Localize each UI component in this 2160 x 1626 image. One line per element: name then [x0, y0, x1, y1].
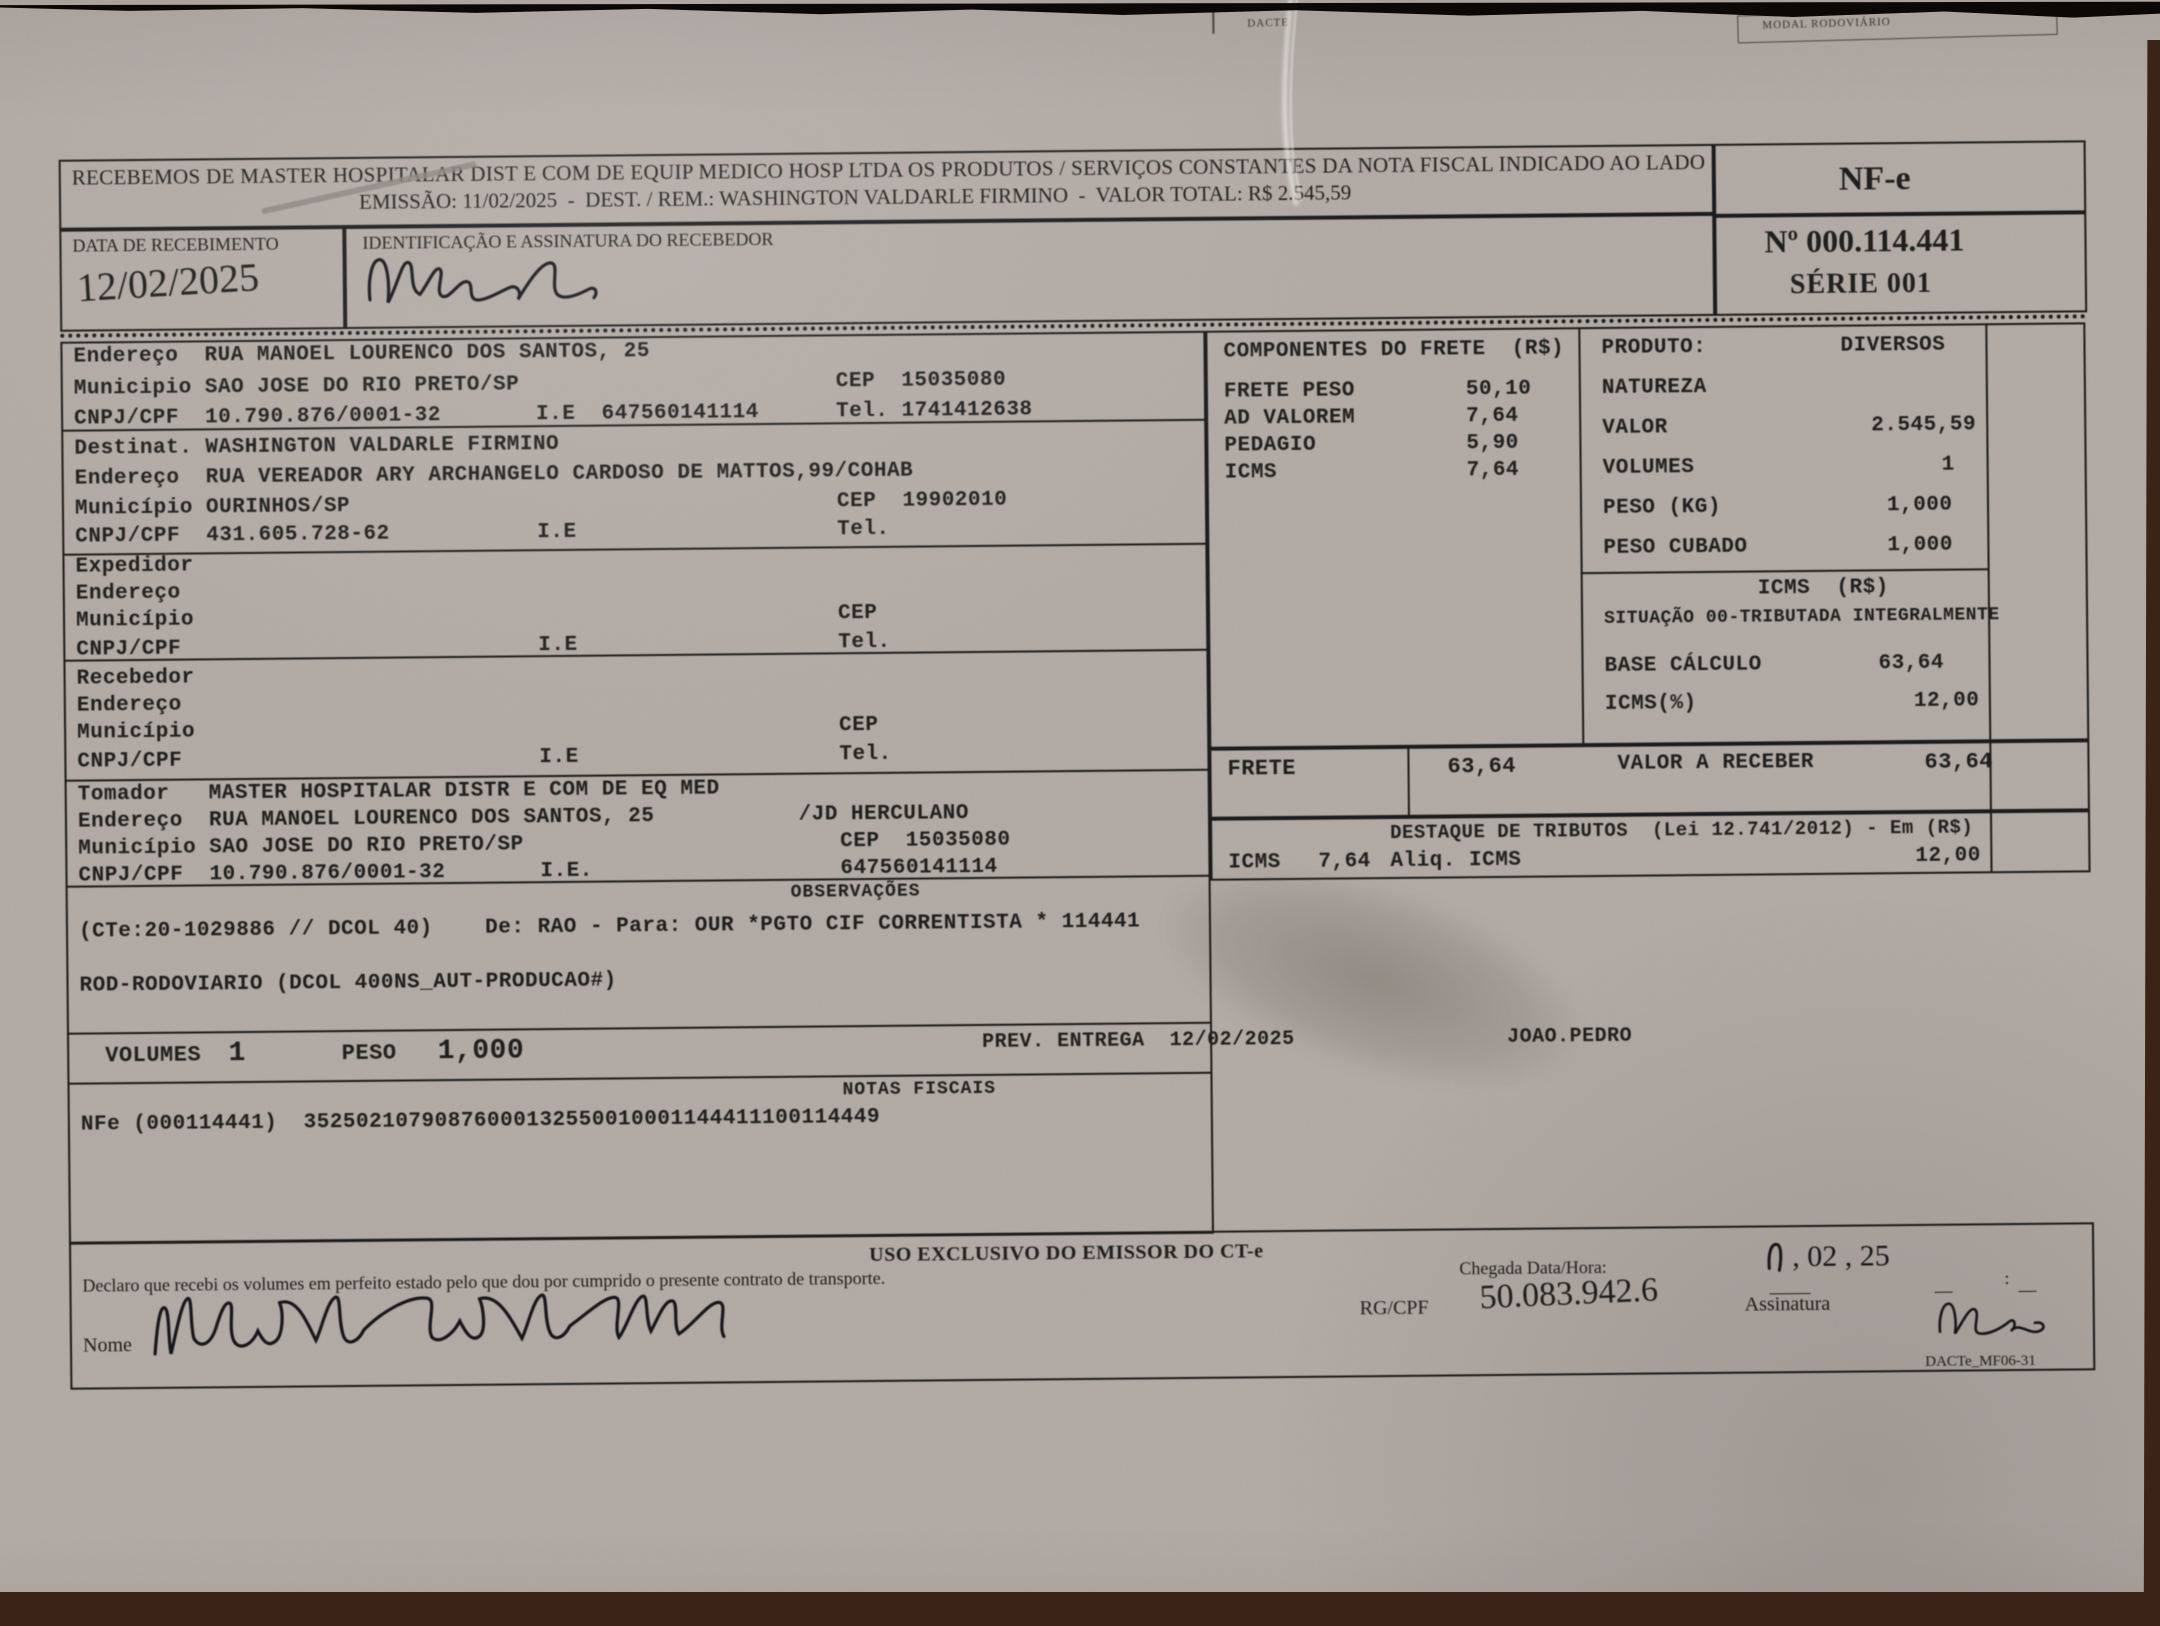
svg-text:, 02 , 25: , 02 , 25	[1792, 1239, 1890, 1273]
